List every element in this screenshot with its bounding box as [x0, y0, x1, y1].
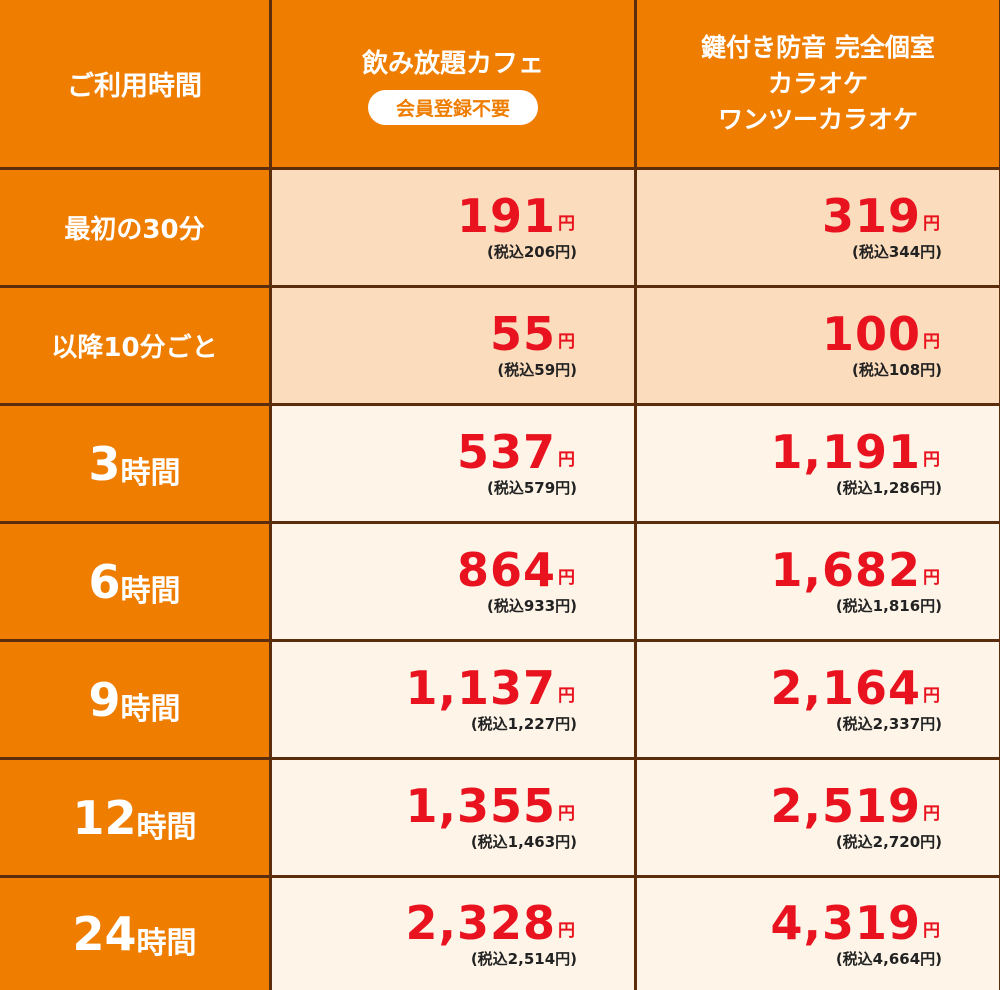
karaoke-price: 1,682: [770, 543, 921, 597]
cafe-tax-price: (税込2,514円): [470, 949, 577, 968]
row-label: 以降10分ごと: [0, 288, 269, 403]
karaoke-price-cell: 2,164 円 (税込2,337円): [637, 642, 999, 757]
header-usage-time: ご利用時間: [0, 0, 269, 167]
cafe-price: 1,355: [405, 779, 556, 833]
header-karaoke-line1: 鍵付き防音 完全個室: [701, 32, 935, 62]
row-label-hours: 24: [72, 907, 137, 961]
karaoke-tax-price: (税込2,337円): [835, 715, 942, 733]
karaoke-price-cell: 319 円 (税込344円): [637, 170, 999, 285]
cafe-tax-price: (税込1,227円): [470, 715, 577, 733]
header-cafe-title: 飲み放題カフェ: [361, 48, 544, 79]
row-label-hours: 9: [88, 672, 121, 727]
yen-unit: 円: [558, 804, 575, 824]
karaoke-price: 1,191: [770, 425, 921, 479]
row-label-unit: 時間: [136, 926, 197, 961]
row-label-hours: 3: [88, 436, 121, 491]
karaoke-price: 4,319: [770, 895, 921, 950]
row-label-hours: 6: [88, 554, 121, 609]
header-cafe: 飲み放題カフェ 会員登録不要: [272, 0, 634, 167]
cafe-tax-price: (税込59円): [497, 361, 577, 379]
cafe-price: 864: [456, 543, 556, 597]
row-label: 3 時間: [0, 406, 269, 521]
cafe-tax-price: (税込933円): [486, 597, 577, 615]
karaoke-tax-price: (税込344円): [851, 243, 942, 261]
cafe-tax-price: (税込579円): [486, 479, 577, 497]
row-label-unit: 時間: [120, 455, 181, 491]
header-karaoke-line3: ワンツーカラオケ: [717, 104, 918, 134]
header-karaoke-line2: カラオケ: [767, 68, 868, 98]
cafe-tax-price: (税込1,463円): [470, 833, 577, 851]
row-label-unit: 時間: [136, 809, 197, 845]
yen-unit: 円: [923, 450, 940, 470]
row-label: 24 時間: [0, 878, 269, 990]
yen-unit: 円: [558, 686, 575, 706]
row-label: 6 時間: [0, 524, 269, 639]
yen-unit: 円: [558, 332, 575, 352]
yen-unit: 円: [558, 920, 575, 941]
row-label: 12 時間: [0, 760, 269, 875]
row-label-hours: 12: [72, 790, 137, 845]
yen-unit: 円: [923, 568, 940, 588]
row-label-unit: 時間: [120, 573, 181, 609]
karaoke-price-cell: 2,519 円 (税込2,720円): [637, 760, 999, 875]
row-label-unit: 時間: [120, 691, 181, 727]
karaoke-tax-price: (税込4,664円): [835, 949, 942, 968]
row-label: 最初の30分: [0, 170, 269, 285]
cafe-price: 2,328: [405, 895, 556, 950]
yen-unit: 円: [923, 214, 940, 234]
karaoke-price-cell: 100 円 (税込108円): [637, 288, 999, 403]
karaoke-tax-price: (税込1,286円): [835, 479, 942, 497]
cafe-tax-price: (税込206円): [486, 243, 577, 261]
karaoke-tax-price: (税込1,816円): [835, 597, 942, 615]
karaoke-price: 100: [821, 307, 921, 361]
karaoke-price: 319: [821, 189, 921, 243]
karaoke-price: 2,519: [770, 779, 921, 833]
yen-unit: 円: [558, 450, 575, 470]
cafe-price-cell: 864 円 (税込933円): [272, 524, 634, 639]
cafe-price-cell: 55 円 (税込59円): [272, 288, 634, 403]
karaoke-price-cell: 4,319 円 (税込4,664円): [637, 878, 999, 990]
cafe-price-cell: 1,355 円 (税込1,463円): [272, 760, 634, 875]
yen-unit: 円: [558, 214, 575, 234]
membership-badge: 会員登録不要: [367, 89, 538, 125]
cafe-price-cell: 2,328 円 (税込2,514円): [272, 878, 634, 990]
cafe-price-cell: 191 円 (税込206円): [272, 170, 634, 285]
cafe-price: 55: [489, 307, 556, 361]
karaoke-tax-price: (税込108円): [851, 361, 942, 379]
karaoke-tax-price: (税込2,720円): [835, 833, 942, 851]
cafe-price: 191: [456, 189, 556, 243]
yen-unit: 円: [923, 920, 940, 941]
header-karaoke: 鍵付き防音 完全個室 カラオケ ワンツーカラオケ: [637, 0, 999, 167]
cafe-price: 537: [456, 425, 556, 479]
karaoke-price: 2,164: [770, 661, 921, 715]
yen-unit: 円: [558, 568, 575, 588]
yen-unit: 円: [923, 332, 940, 352]
cafe-price: 1,137: [405, 661, 556, 715]
karaoke-price-cell: 1,682 円 (税込1,816円): [637, 524, 999, 639]
yen-unit: 円: [923, 686, 940, 706]
yen-unit: 円: [923, 804, 940, 824]
cafe-price-cell: 1,137 円 (税込1,227円): [272, 642, 634, 757]
cafe-price-cell: 537 円 (税込579円): [272, 406, 634, 521]
row-label: 9 時間: [0, 642, 269, 757]
karaoke-price-cell: 1,191 円 (税込1,286円): [637, 406, 999, 521]
